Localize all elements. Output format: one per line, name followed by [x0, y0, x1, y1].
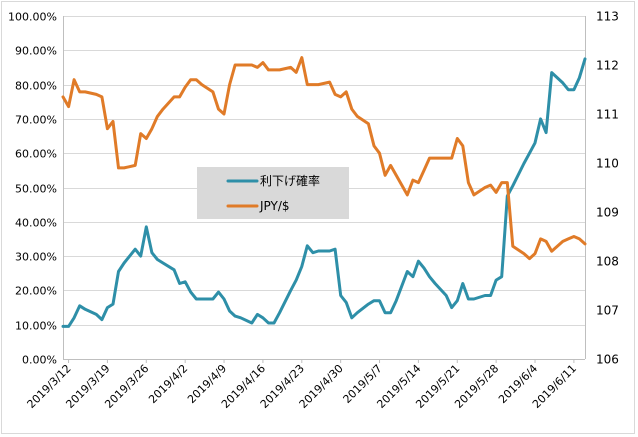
y-left-tick-label: 50.00% [15, 183, 57, 196]
y-right-tick-label: 112 [596, 59, 619, 73]
y-right-tick-label: 110 [596, 157, 619, 171]
y-left-tick-label: 80.00% [15, 80, 57, 93]
y-left-tick-label: 0.00% [22, 354, 57, 367]
y-left-tick-label: 70.00% [15, 114, 57, 127]
legend-box [197, 167, 349, 219]
series-lines [61, 56, 587, 328]
legend-label: 利下げ確率 [260, 173, 320, 188]
series-line-jpy-usd [61, 56, 587, 261]
y-left-tick-label: 40.00% [15, 217, 57, 230]
x-tick-label: 2019/4/2 [146, 362, 190, 406]
y-right-tick-label: 109 [596, 206, 619, 220]
y-left-tick-label: 30.00% [15, 251, 57, 264]
y-left-tick-label: 90.00% [15, 45, 57, 58]
legend-label: JPY/$ [259, 199, 290, 213]
legend: 利下げ確率 JPY/$ [197, 167, 349, 219]
y-right-tick-label: 106 [596, 353, 619, 367]
y-right-tick-label: 111 [596, 108, 619, 122]
y-right-tick-label: 113 [596, 10, 619, 24]
y-left-tick-label: 20.00% [15, 285, 57, 298]
y-right-tick-label: 107 [596, 304, 619, 318]
y-left-tick-label: 100.00% [8, 11, 57, 24]
y-left-tick-label: 10.00% [15, 320, 57, 333]
y-right-tick-label: 108 [596, 255, 619, 269]
y-left-tick-label: 60.00% [15, 148, 57, 161]
series-line-rate-cut-probability [61, 57, 587, 328]
